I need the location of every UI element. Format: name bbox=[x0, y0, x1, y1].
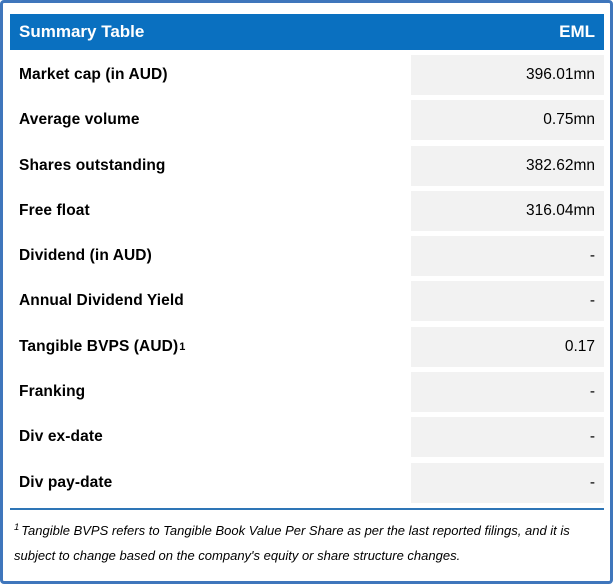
row-value: - bbox=[411, 462, 604, 503]
row-label: Div ex-date bbox=[19, 428, 103, 446]
table-row: Market cap (in AUD) 396.01mn bbox=[10, 55, 604, 95]
footnote: 1 Tangible BVPS refers to Tangible Book V… bbox=[10, 518, 604, 569]
row-label: Free float bbox=[19, 201, 90, 219]
row-label: Shares outstanding bbox=[19, 156, 166, 174]
ticker-label: EML bbox=[559, 22, 595, 41]
row-value: 396.01mn bbox=[411, 55, 604, 95]
row-value: - bbox=[411, 372, 604, 413]
row-value: 0.17 bbox=[411, 326, 604, 367]
row-value: - bbox=[411, 281, 604, 322]
row-label: Franking bbox=[19, 383, 86, 401]
table-body: Market cap (in AUD) 396.01mn Average vol… bbox=[10, 55, 604, 503]
row-value: - bbox=[411, 417, 604, 458]
table-row: Free float 316.04mn bbox=[10, 190, 604, 231]
row-label: Market cap (in AUD) bbox=[19, 66, 168, 83]
row-label: Average volume bbox=[19, 111, 140, 129]
row-label: Annual Dividend Yield bbox=[19, 292, 184, 310]
row-label: Div pay-date bbox=[19, 473, 113, 491]
table-row: Franking - bbox=[10, 372, 604, 413]
table-row: Annual Dividend Yield - bbox=[10, 281, 604, 322]
table-row: Average volume 0.75mn bbox=[10, 100, 604, 141]
table-row: Shares outstanding 382.62mn bbox=[10, 145, 604, 186]
table-row: Div ex-date - bbox=[10, 417, 604, 458]
row-value: 382.62mn bbox=[411, 145, 604, 186]
table-row: Div pay-date - bbox=[10, 462, 604, 503]
row-label-text: Tangible BVPS (AUD) bbox=[19, 337, 179, 355]
footnote-superscript: 1 bbox=[14, 521, 20, 533]
table-header: Summary Table EML bbox=[10, 14, 604, 50]
table-row: Tangible BVPS (AUD) 1 0.17 bbox=[10, 326, 604, 367]
row-value: - bbox=[411, 236, 604, 277]
row-label: Dividend (in AUD) bbox=[19, 247, 152, 265]
row-value: 0.75mn bbox=[411, 100, 604, 141]
footnote-text: Tangible BVPS refers to Tangible Book Va… bbox=[14, 522, 570, 564]
row-value: 316.04mn bbox=[411, 190, 604, 231]
table-row: Dividend (in AUD) - bbox=[10, 236, 604, 277]
table-bottom-rule bbox=[10, 507, 604, 510]
row-label: Tangible BVPS (AUD) 1 bbox=[19, 337, 186, 355]
table-title: Summary Table bbox=[19, 22, 145, 41]
